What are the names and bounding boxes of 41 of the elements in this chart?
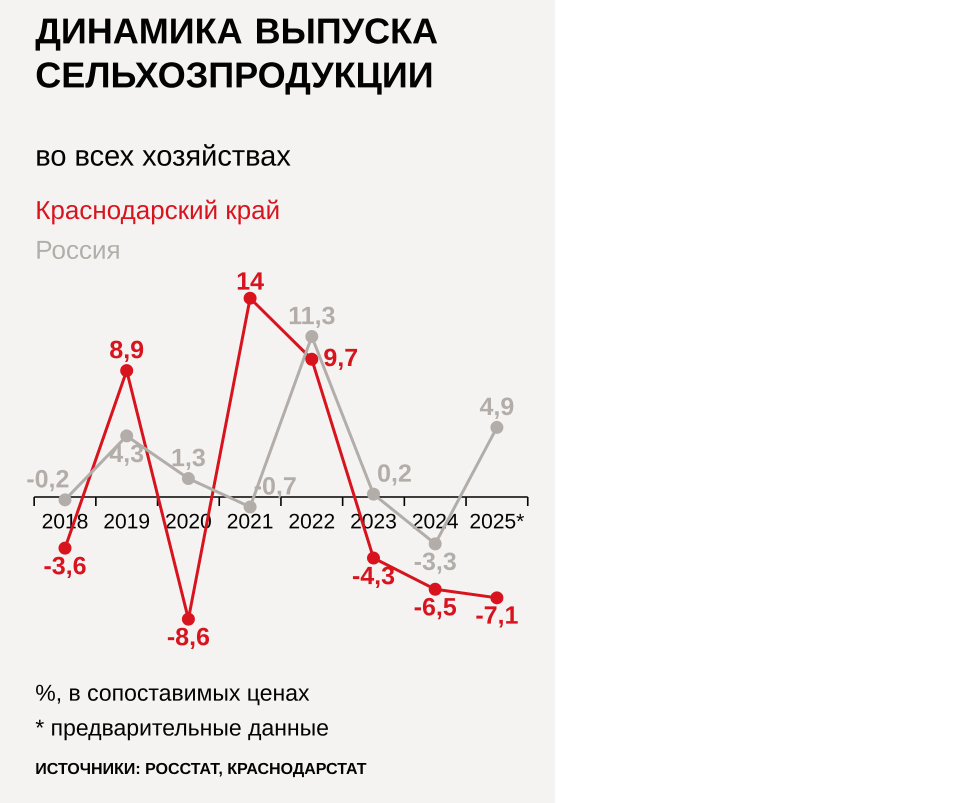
point (490, 420, 504, 434)
point (244, 292, 257, 305)
data-label: 9,7 (324, 348, 358, 370)
data-label: 8,9 (110, 340, 144, 362)
point (182, 472, 195, 486)
point (428, 582, 442, 596)
data-label: -0,2 (27, 470, 68, 492)
data-label: 4,9 (480, 397, 514, 419)
point (58, 493, 72, 506)
point (428, 537, 442, 550)
data-label: -6,5 (414, 598, 456, 620)
x-tick-label: 2021 (228, 514, 272, 529)
data-label: 1,3 (172, 448, 205, 470)
point (490, 591, 504, 604)
point (305, 330, 318, 344)
point (367, 552, 380, 565)
x-tick-label: 2025* (470, 514, 524, 529)
text: %, в сопоставимых ценах (36, 684, 310, 706)
data-label: 14 (238, 272, 264, 290)
point (244, 500, 257, 514)
point (58, 542, 72, 555)
text: Краснодарский край (37, 200, 278, 224)
data-label: 0,2 (378, 464, 411, 486)
point (367, 488, 380, 501)
data-label: -8,6 (168, 628, 210, 650)
data-label: -3,6 (44, 556, 86, 578)
x-tick-label: 2022 (289, 514, 334, 529)
chart-title: ДИНАМИКА ВЫПУСКА СЕЛЬХОЗПРОДУКЦИИ (36, 18, 438, 95)
data-label: -4,3 (352, 566, 394, 588)
chart-subtitle: во всех хозяйствах (37, 144, 291, 166)
point (120, 429, 134, 442)
data-label: 11,3 (290, 306, 335, 328)
text: Россия (37, 240, 119, 260)
x-tick-label: 2019 (104, 514, 150, 529)
data-label: -7,1 (476, 606, 518, 628)
point (120, 364, 134, 378)
text: ИСТОЧНИКИ: РОССТАТ, КРАСНОДАРСТАТ (36, 762, 366, 778)
data-label: -3,3 (414, 552, 456, 574)
point (182, 612, 195, 626)
text: * предварительные данные (36, 720, 328, 740)
point (305, 352, 318, 366)
